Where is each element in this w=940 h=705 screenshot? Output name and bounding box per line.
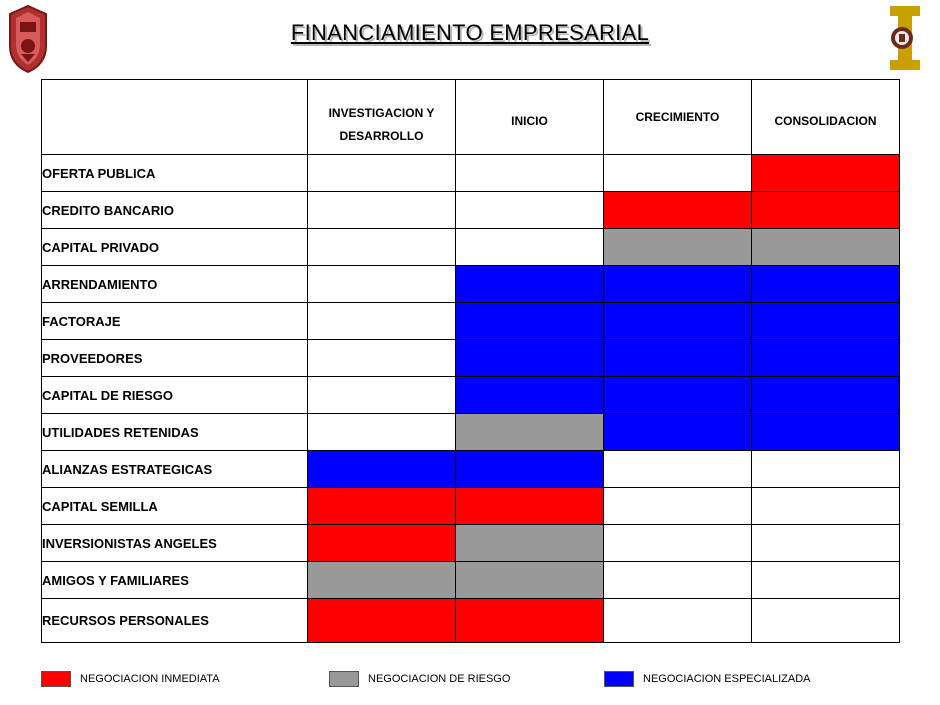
stage-cell-red — [307, 524, 456, 562]
stage-cell-blue — [603, 339, 752, 377]
stage-cell-white — [603, 598, 752, 643]
stage-cell-gray — [455, 524, 604, 562]
header-row: INVESTIGACION Y DESARROLLO INICIO CRECIMIE… — [41, 79, 900, 155]
row-label: CAPITAL SEMILLA — [41, 487, 308, 525]
stage-cell-red — [603, 191, 752, 229]
institution-logo-left — [9, 4, 47, 74]
stage-cell-white — [751, 450, 900, 488]
row-label: INVERSIONISTAS ANGELES — [41, 524, 308, 562]
stage-cell-white — [455, 228, 604, 266]
stage-cell-blue — [751, 413, 900, 451]
legend-swatch — [329, 671, 359, 687]
stage-cell-white — [751, 561, 900, 599]
stage-cell-blue — [603, 265, 752, 303]
stage-cell-blue — [751, 302, 900, 340]
header-corner-cell — [41, 79, 308, 155]
row-label: UTILIDADES RETENIDAS — [41, 413, 308, 451]
legend-label: NEGOCIACION INMEDIATA — [80, 673, 220, 685]
stage-cell-white — [455, 191, 604, 229]
stage-cell-white — [751, 598, 900, 643]
stage-cell-white — [307, 265, 456, 303]
table-row: PROVEEDORES — [41, 339, 900, 377]
stage-cell-gray — [751, 228, 900, 266]
row-label: ARRENDAMIENTO — [41, 265, 308, 303]
stage-cell-red — [307, 487, 456, 525]
stage-cell-white — [603, 487, 752, 525]
stage-cell-gray — [307, 561, 456, 599]
stage-cell-blue — [603, 413, 752, 451]
stage-cell-white — [307, 302, 456, 340]
stage-cell-white — [751, 487, 900, 525]
stage-cell-blue — [455, 302, 604, 340]
stage-cell-white — [307, 191, 456, 229]
column-header: INVESTIGACION Y DESARROLLO — [307, 79, 456, 155]
stage-cell-blue — [751, 339, 900, 377]
stage-cell-red — [751, 191, 900, 229]
stage-cell-blue — [603, 302, 752, 340]
row-label: ALIANZAS ESTRATEGICAS — [41, 450, 308, 488]
legend-swatch — [41, 671, 71, 687]
table-row: RECURSOS PERSONALES — [41, 598, 900, 643]
table-row: INVERSIONISTAS ANGELES — [41, 524, 900, 562]
stage-cell-gray — [603, 228, 752, 266]
stage-cell-blue — [751, 265, 900, 303]
stage-cell-blue — [455, 450, 604, 488]
row-label: AMIGOS Y FAMILIARES — [41, 561, 308, 599]
stage-cell-red — [751, 154, 900, 192]
stage-cell-red — [455, 598, 604, 643]
stage-cell-red — [455, 487, 604, 525]
row-label: CAPITAL PRIVADO — [41, 228, 308, 266]
financing-stage-table: INVESTIGACION Y DESARROLLO INICIO CRECIMIE… — [41, 79, 900, 643]
stage-cell-blue — [603, 376, 752, 414]
stage-cell-white — [307, 339, 456, 377]
stage-cell-blue — [751, 376, 900, 414]
table-row: CREDITO BANCARIO — [41, 191, 900, 229]
table-row: CAPITAL PRIVADO — [41, 228, 900, 266]
stage-cell-white — [751, 524, 900, 562]
stage-cell-white — [603, 561, 752, 599]
legend-swatch — [604, 671, 634, 687]
stage-cell-white — [307, 154, 456, 192]
stage-cell-white — [307, 376, 456, 414]
row-label: RECURSOS PERSONALES — [41, 598, 308, 643]
stage-cell-white — [455, 154, 604, 192]
stage-cell-white — [603, 450, 752, 488]
stage-cell-white — [307, 228, 456, 266]
row-label: CAPITAL DE RIESGO — [41, 376, 308, 414]
table-row: AMIGOS Y FAMILIARES — [41, 561, 900, 599]
institution-logo-right — [890, 6, 920, 70]
page-title: FINANCIAMIENTO EMPRESARIAL — [290, 20, 650, 45]
stage-cell-blue — [455, 265, 604, 303]
stage-cell-gray — [455, 561, 604, 599]
table-row: CAPITAL SEMILLA — [41, 487, 900, 525]
column-header: INICIO — [455, 79, 604, 155]
stage-cell-gray — [455, 413, 604, 451]
stage-cell-white — [307, 413, 456, 451]
column-header: CONSOLIDACION — [751, 79, 900, 155]
legend-label: NEGOCIACION ESPECIALIZADA — [643, 673, 811, 685]
stage-cell-white — [603, 154, 752, 192]
row-label: CREDITO BANCARIO — [41, 191, 308, 229]
table-row: UTILIDADES RETENIDAS — [41, 413, 900, 451]
table-row: FACTORAJE — [41, 302, 900, 340]
stage-cell-red — [307, 598, 456, 643]
stage-cell-blue — [455, 339, 604, 377]
stage-cell-blue — [307, 450, 456, 488]
row-label: PROVEEDORES — [41, 339, 308, 377]
table-row: ARRENDAMIENTO — [41, 265, 900, 303]
row-label: OFERTA PUBLICA — [41, 154, 308, 192]
legend-label: NEGOCIACION DE RIESGO — [368, 673, 511, 685]
table-row: ALIANZAS ESTRATEGICAS — [41, 450, 900, 488]
row-label: FACTORAJE — [41, 302, 308, 340]
column-header: CRECIMIENTO — [603, 79, 752, 155]
table-row: OFERTA PUBLICA — [41, 154, 900, 192]
stage-cell-blue — [455, 376, 604, 414]
table-row: CAPITAL DE RIESGO — [41, 376, 900, 414]
stage-cell-white — [603, 524, 752, 562]
